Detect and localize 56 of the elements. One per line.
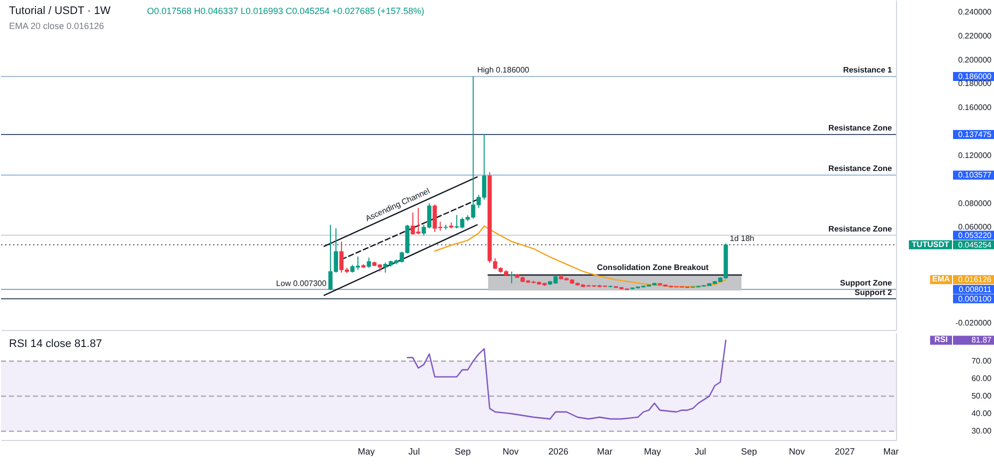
x-tick-label: 2027 <box>834 446 855 456</box>
x-tick-label: Sep <box>741 446 758 456</box>
y-tick-label: 0.186000 <box>958 72 992 82</box>
ref-line-label: Support 2 <box>854 288 893 297</box>
y-tick-label: 0.103577 <box>958 170 992 180</box>
annotation: EMA 20 close 0.016126 <box>9 21 104 31</box>
y-tick-label: 0.080000 <box>958 198 992 208</box>
x-tick-label: Mar <box>883 446 899 456</box>
x-tick-label: Sep <box>454 446 471 456</box>
annotation: 1d 18h <box>730 234 754 243</box>
chart-title: RSI 14 close 81.87 <box>9 338 102 350</box>
y-tick-label: 60.00 <box>971 374 992 384</box>
ref-line-label: Resistance Zone <box>828 124 893 133</box>
annotation: High 0.186000 <box>477 66 530 75</box>
x-tick-label: May <box>358 446 376 456</box>
x-tick-label: Nov <box>502 446 520 456</box>
ref-line-label: Resistance Zone <box>828 224 893 234</box>
text: TUTUSDT <box>912 240 950 249</box>
candlestick <box>510 271 514 284</box>
x-tick-label: Mar <box>596 446 612 456</box>
x-tick-label: Nov <box>788 446 806 456</box>
text: RSI <box>934 335 948 344</box>
y-tick-label: 0.045254 <box>958 240 992 250</box>
y-tick-label: 40.00 <box>971 409 992 418</box>
y-tick-label: 0.137475 <box>958 130 992 140</box>
line-series <box>434 225 726 288</box>
y-tick-label: 70.00 <box>971 356 992 366</box>
annotation: Low 0.007300 <box>276 279 327 288</box>
y-tick-label: 0.008011 <box>958 284 992 294</box>
y-tick-label: -0.020000 <box>955 318 992 328</box>
y-tick-label: 0.120000 <box>958 150 992 160</box>
series-label: Consolidation Zone Breakout <box>597 263 709 272</box>
chart-title: Tutorial / USDT · 1W <box>9 5 112 17</box>
y-tick-label: 0.000100 <box>958 294 992 304</box>
x-tick-label: Jul <box>694 446 706 456</box>
y-tick-label: 50.00 <box>971 392 992 401</box>
candlestick <box>366 257 371 268</box>
y-tick-label: 0.200000 <box>958 55 992 64</box>
y-tick-label: 0.060000 <box>958 222 992 232</box>
ref-line-label: Resistance Zone <box>828 164 893 174</box>
text: O0.017568 H0.046337 L0.016993 C0.045254 +0.027685 (+157.58%) <box>147 6 424 16</box>
y-tick-label: 81.87 <box>971 336 992 345</box>
y-tick-label: 0.053220 <box>958 230 992 240</box>
ref-line-label: Support Zone <box>840 278 893 288</box>
line-series <box>406 340 726 420</box>
x-tick-label: 2026 <box>548 446 568 456</box>
y-tick-label: 0.220000 <box>958 31 992 40</box>
y-tick-label: 30.00 <box>971 426 992 436</box>
x-tick-label: Jul <box>408 446 420 456</box>
ref-line-label: Resistance 1 <box>843 66 893 75</box>
text: EMA <box>932 274 950 284</box>
y-tick-label: 0.180000 <box>958 79 992 88</box>
y-tick-label: 0.240000 <box>958 7 992 16</box>
x-tick-label: May <box>644 446 662 456</box>
y-tick-label: 0.160000 <box>958 103 992 112</box>
y-tick-label: 0.016126 <box>958 275 992 284</box>
